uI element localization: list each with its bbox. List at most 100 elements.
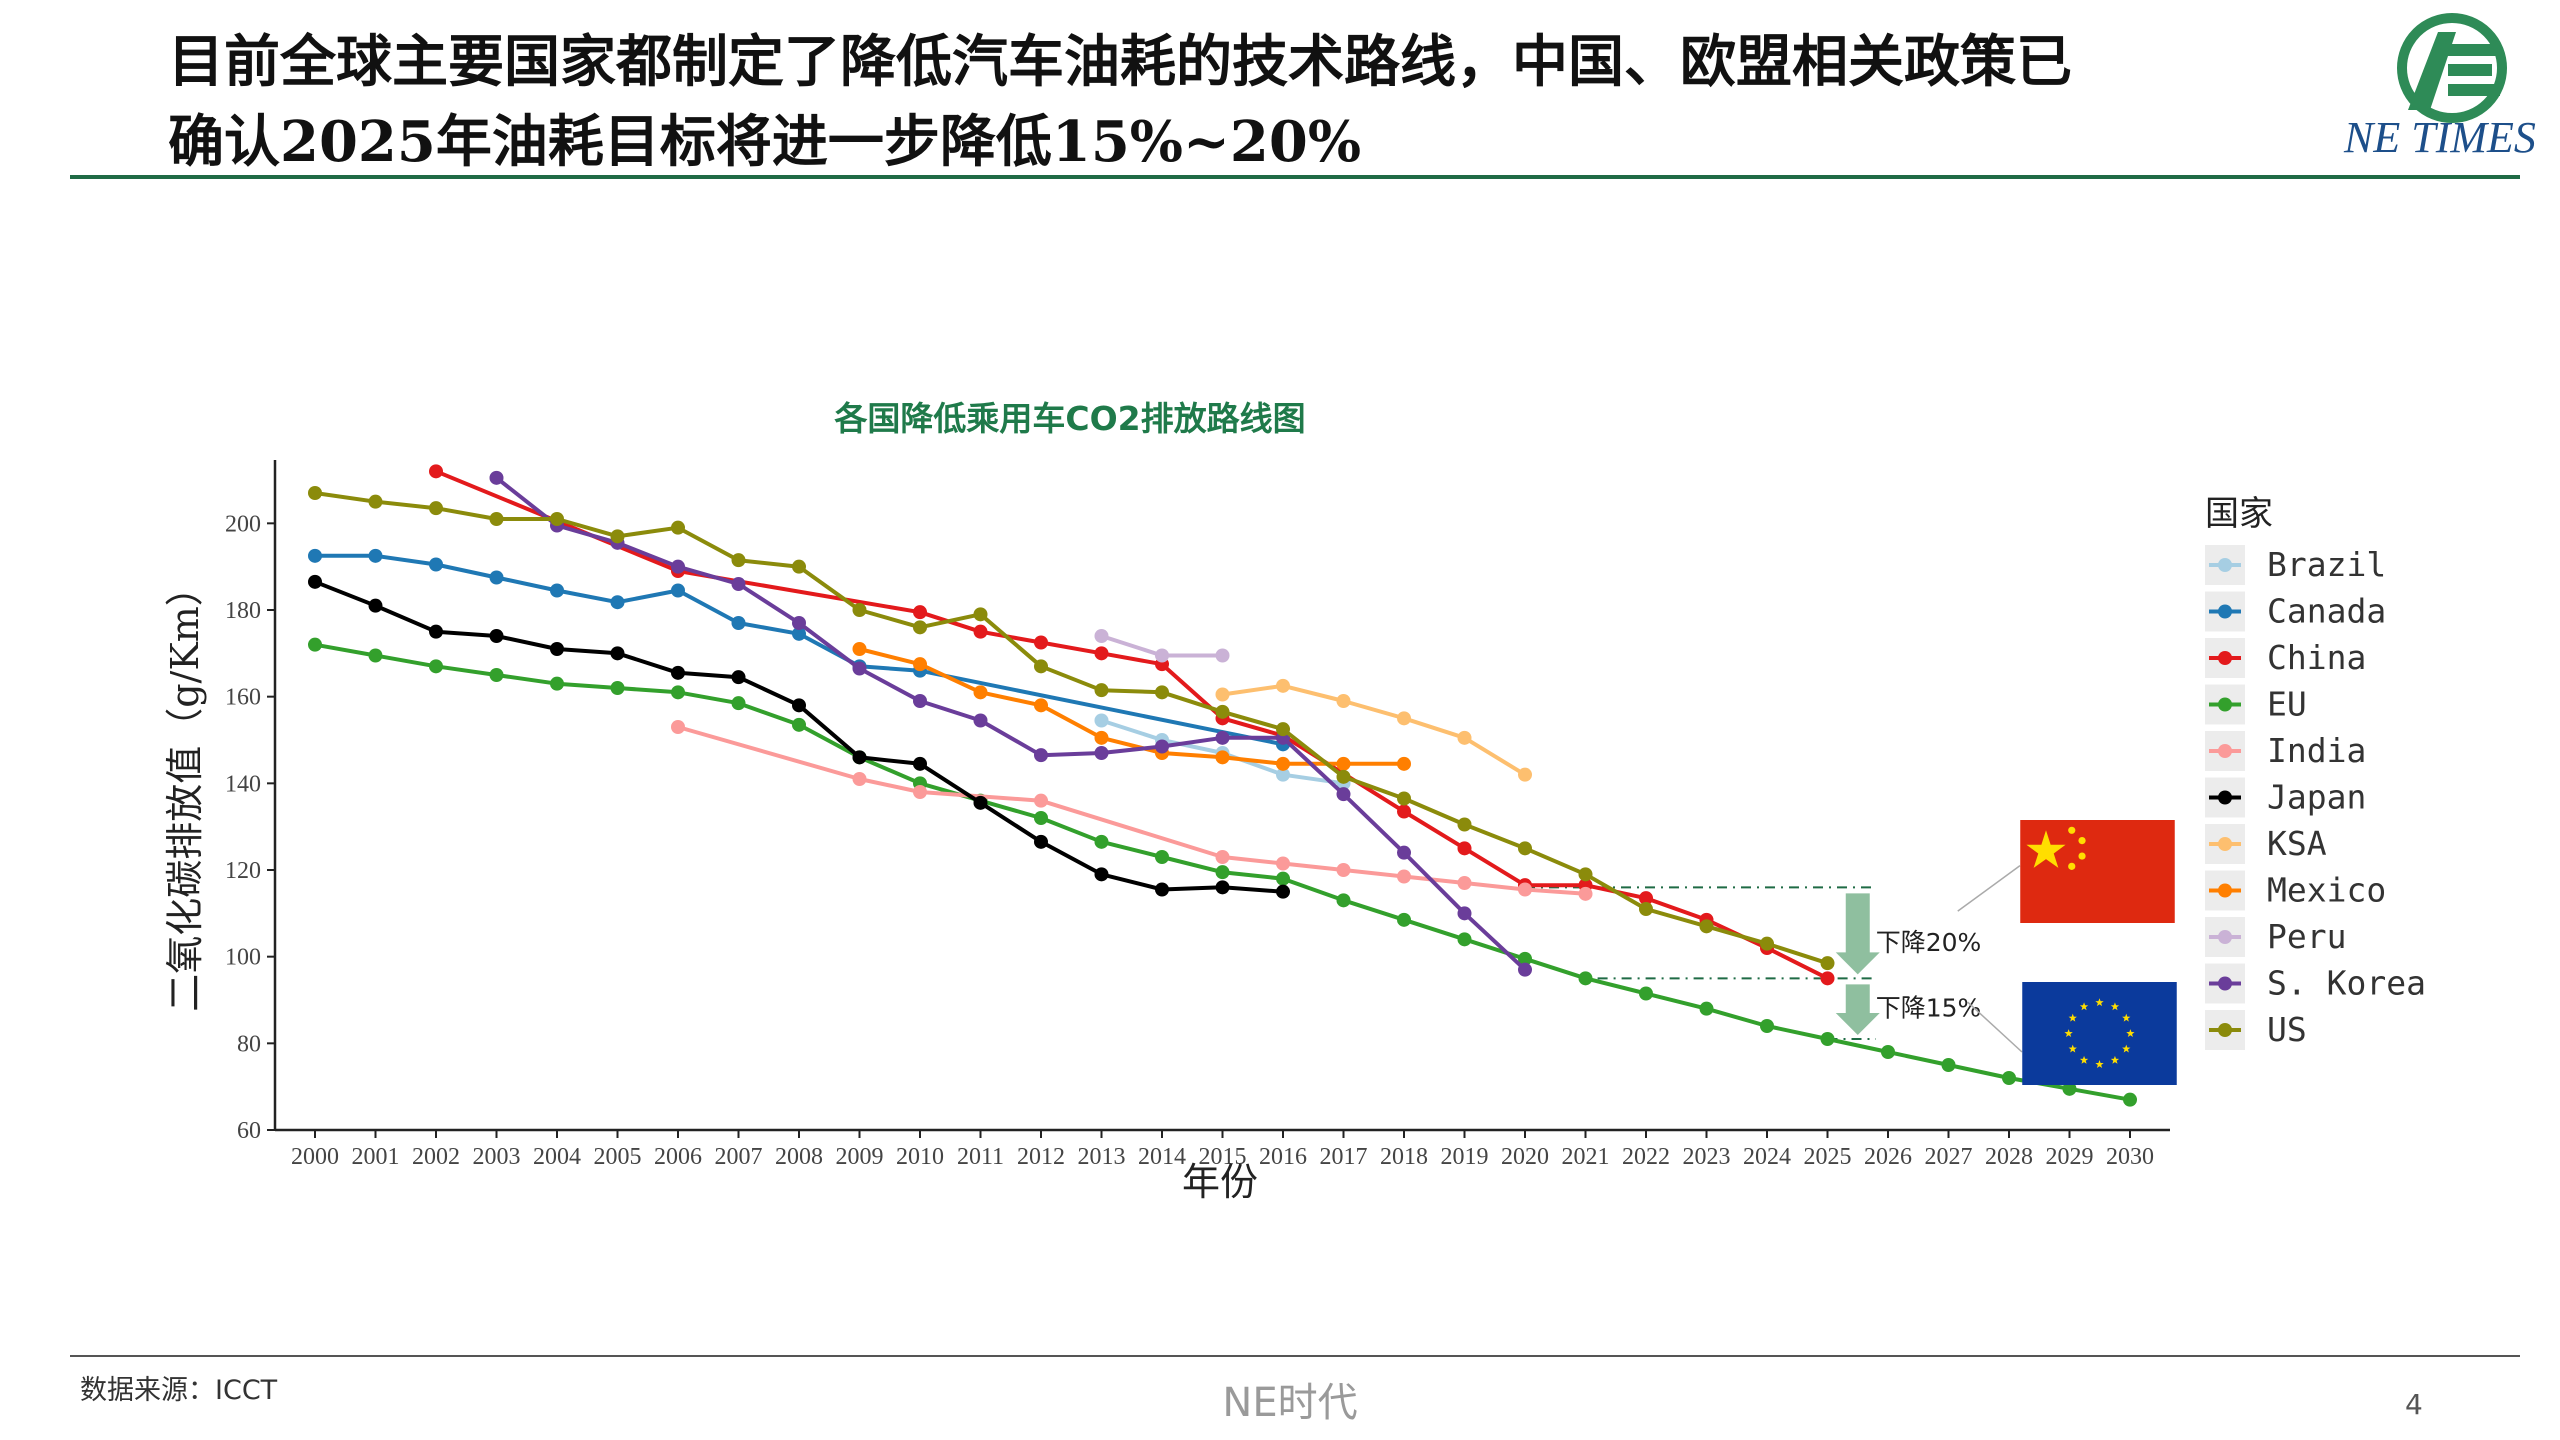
data-point-us — [1518, 841, 1532, 856]
data-point-india — [1336, 863, 1351, 877]
legend-key-marker — [2218, 697, 2232, 712]
data-point-us — [368, 494, 383, 509]
data-point-ksa — [1215, 687, 1230, 702]
data-point-eu — [1215, 865, 1230, 880]
legend-key-marker — [2218, 837, 2232, 851]
y-tick-label: 100 — [225, 945, 261, 971]
series-japan — [308, 574, 1290, 899]
x-tick-label: 2019 — [1441, 1144, 1489, 1170]
data-point-s-korea — [852, 661, 867, 676]
data-point-eu — [1941, 1058, 1956, 1072]
data-point-eu — [1155, 850, 1169, 864]
data-point-mexico — [973, 685, 988, 700]
x-tick-label: 2014 — [1138, 1144, 1186, 1170]
data-point-s-korea — [1094, 746, 1109, 760]
data-point-india — [1457, 876, 1472, 890]
legend-label: KSA — [2267, 824, 2327, 863]
logo-text: NE TIMES — [2344, 113, 2536, 162]
data-point-eu — [1518, 951, 1532, 966]
data-point-eu — [1760, 1019, 1774, 1033]
data-point-eu — [1034, 811, 1048, 825]
data-point-china — [913, 605, 927, 620]
data-point-eu — [671, 685, 685, 700]
data-point-us — [489, 512, 504, 526]
data-point-japan — [1215, 880, 1230, 895]
legend-label: US — [2267, 1010, 2307, 1049]
data-point-peru — [1215, 648, 1230, 663]
data-point-india — [913, 785, 927, 799]
data-point-japan — [852, 750, 867, 765]
data-point-us — [852, 603, 867, 617]
data-point-eu — [1276, 871, 1290, 886]
data-point-eu — [1639, 986, 1653, 1001]
data-point-us — [973, 607, 988, 622]
data-point-china — [1639, 891, 1653, 906]
x-tick-label: 2000 — [291, 1144, 339, 1170]
data-point-peru — [1094, 629, 1109, 643]
x-tick-label: 2001 — [352, 1144, 400, 1170]
data-point-china — [1094, 646, 1109, 661]
data-point-eu — [1820, 1032, 1835, 1046]
data-point-us — [1094, 683, 1109, 698]
data-point-us — [1457, 817, 1472, 832]
data-point-japan — [913, 756, 927, 771]
data-point-us — [1578, 867, 1593, 882]
data-point-mexico — [913, 657, 927, 672]
china-flag — [2020, 820, 2175, 923]
series-india — [671, 720, 1593, 901]
series-line-s-korea — [495, 476, 1527, 972]
data-point-china — [973, 624, 988, 639]
ne-times-logo-icon — [2397, 13, 2507, 123]
data-point-us — [308, 486, 322, 500]
x-tick-label: 2008 — [775, 1144, 823, 1170]
co2-chart: 各国降低乘用车CO2排放路线图 60 80 100 120 140 160 180 200 20… — [150, 380, 2480, 1240]
data-point-japan — [1034, 834, 1048, 849]
data-point-brazil — [1094, 713, 1109, 728]
legend-key-marker — [2218, 976, 2232, 991]
china-flag-pointer — [1957, 865, 2021, 912]
data-point-s-korea — [1336, 787, 1351, 802]
legend-item-peru: Peru — [2205, 917, 2346, 957]
data-point-s-korea — [1457, 906, 1472, 921]
x-tick-label: 2005 — [594, 1144, 642, 1170]
legend-item-brazil: Brazil — [2205, 545, 2386, 585]
x-tick-label: 2017 — [1320, 1144, 1368, 1170]
data-point-china — [1397, 804, 1411, 819]
footer-divider — [70, 1355, 2520, 1357]
data-point-eu — [2062, 1081, 2077, 1096]
legend-title: 国家 — [2205, 494, 2273, 534]
x-tick-label: 2007 — [715, 1144, 763, 1170]
legend-item-us: US — [2205, 1010, 2307, 1050]
data-point-japan — [308, 574, 322, 589]
x-tick-label: 2029 — [2046, 1144, 2094, 1170]
x-tick-label: 2025 — [1804, 1144, 1852, 1170]
data-point-canada — [610, 595, 625, 610]
x-tick-label: 2028 — [1985, 1144, 2033, 1170]
data-point-mexico — [1397, 756, 1411, 771]
data-point-us — [1639, 902, 1653, 916]
down-arrow-15-icon — [1835, 984, 1880, 1035]
data-point-japan — [671, 665, 685, 680]
data-point-canada — [489, 570, 504, 585]
eu-star-icon — [2079, 1055, 2089, 1064]
eu-star-icon — [2068, 1013, 2077, 1022]
x-tick-label: 2015 — [1199, 1144, 1247, 1170]
eu-flag-pointer — [1967, 1001, 2023, 1053]
title-divider — [70, 175, 2520, 179]
data-point-india — [1215, 850, 1230, 864]
legend-label: EU — [2267, 685, 2307, 724]
data-point-ksa — [1518, 767, 1532, 782]
data-point-ksa — [1457, 730, 1472, 745]
data-point-india — [1276, 856, 1290, 871]
x-tick-label: 2003 — [473, 1144, 521, 1170]
data-point-us — [429, 501, 443, 516]
slide-title-line-2: 确认2025年油耗目标将进一步降低15%~20% — [168, 109, 1362, 175]
data-point-eu — [429, 659, 443, 674]
data-point-china — [429, 464, 443, 479]
chart-title: 各国降低乘用车CO2排放路线图 — [833, 399, 1305, 438]
legend-key-marker — [2218, 790, 2232, 805]
data-point-mexico — [1336, 756, 1351, 771]
x-tick-label: 2024 — [1743, 1144, 1791, 1170]
y-tick-label: 200 — [225, 511, 261, 537]
data-point-japan — [368, 598, 383, 613]
